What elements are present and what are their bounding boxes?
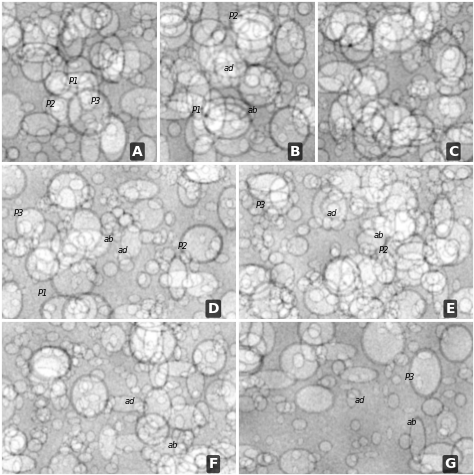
Text: ab: ab bbox=[104, 235, 114, 244]
Text: P2: P2 bbox=[228, 12, 239, 21]
Text: C: C bbox=[448, 144, 458, 159]
Text: B: B bbox=[290, 144, 301, 159]
Text: D: D bbox=[208, 302, 219, 316]
Text: P2: P2 bbox=[379, 246, 389, 255]
Text: A: A bbox=[132, 144, 143, 159]
Text: P3: P3 bbox=[91, 96, 101, 105]
Text: P3: P3 bbox=[255, 201, 266, 210]
Text: ab: ab bbox=[168, 441, 178, 450]
Text: P3: P3 bbox=[405, 373, 415, 381]
Text: G: G bbox=[445, 457, 456, 471]
Text: P2: P2 bbox=[46, 100, 56, 109]
Text: ad: ad bbox=[327, 209, 337, 218]
Text: P2: P2 bbox=[177, 241, 188, 250]
Text: ad: ad bbox=[125, 398, 136, 407]
Text: ad: ad bbox=[355, 396, 365, 405]
Text: F: F bbox=[209, 457, 218, 471]
Text: ab: ab bbox=[247, 106, 258, 115]
Text: E: E bbox=[446, 302, 455, 316]
Text: ab: ab bbox=[407, 418, 418, 427]
Text: P1: P1 bbox=[69, 77, 79, 86]
Text: P1: P1 bbox=[192, 106, 202, 115]
Text: ab: ab bbox=[374, 230, 384, 239]
Text: ad: ad bbox=[224, 64, 234, 73]
Text: P1: P1 bbox=[37, 288, 48, 297]
Text: P3: P3 bbox=[14, 209, 24, 218]
Text: ad: ad bbox=[118, 246, 128, 255]
